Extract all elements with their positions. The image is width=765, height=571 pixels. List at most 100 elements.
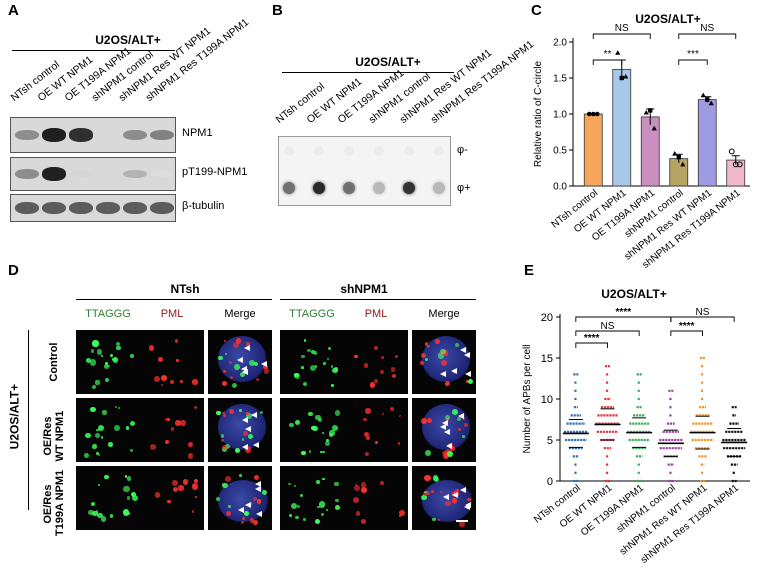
focus [335,498,339,503]
focus [424,474,431,482]
focus [191,510,195,513]
focus [462,435,465,438]
focus [326,439,329,442]
band [150,202,174,214]
focus [440,490,443,494]
focus [323,450,326,453]
focus [167,499,171,504]
dot-minus [374,146,384,156]
data-point [615,50,621,55]
focus [319,501,326,508]
focus [424,450,431,457]
focus [329,430,335,436]
arrowhead-icon [441,419,448,426]
focus [129,353,134,358]
band [123,169,147,179]
focus [98,424,105,431]
focus [365,408,371,414]
focus [233,341,240,348]
arrowhead-icon [440,423,447,430]
focus [223,370,227,374]
arrowhead-icon [242,369,249,376]
focus [97,512,103,519]
focus [297,505,301,509]
focus [225,443,231,449]
focus [452,408,459,415]
micrograph [208,330,272,394]
y-tick-label: 1.0 [553,110,567,121]
arrowhead-icon [464,351,471,358]
focus [391,367,396,372]
dot-minus [344,146,354,156]
focus [299,494,304,498]
focus [294,372,299,378]
arrowhead-icon [236,357,243,364]
focus [108,442,113,447]
focus [222,445,228,451]
panel-label-d: D [8,262,19,279]
arrowhead-icon [256,511,263,518]
focus [303,517,307,521]
dot-plus [313,182,325,194]
arrowhead-icon [245,501,252,508]
data-point [732,161,739,168]
focus [426,418,432,424]
panel-label-a: A [8,2,19,19]
focus [380,369,385,374]
significance-label: NS [696,307,710,318]
focus [426,345,431,349]
significance-bracket [575,330,640,336]
significance-bracket [575,342,608,348]
focus [104,364,110,370]
data-point [619,75,624,81]
focus [397,442,400,445]
focus [229,361,232,364]
focus [114,425,121,431]
data-point [590,111,596,117]
focus [90,406,96,412]
focus [466,379,469,383]
panel-label-e: E [524,262,535,279]
focus [91,502,94,506]
dot-blot-membrane [278,136,451,206]
focus [131,494,138,501]
focus [330,383,335,388]
focus [227,505,231,509]
focus [246,413,253,420]
focus [123,485,130,492]
focus [430,489,434,493]
focus [232,382,238,388]
focus [379,481,385,486]
focus [183,479,189,485]
data-point [651,125,657,131]
focus [294,420,300,426]
focus [176,359,179,362]
bar-oe-wt-npm1 [612,68,632,187]
focus [451,498,457,503]
focus [96,349,102,355]
dot-plus [433,182,445,194]
focus [115,341,120,346]
significance-bracket [678,33,737,39]
focus [195,496,198,499]
focus [370,382,376,388]
focus [455,488,459,493]
focus [95,380,100,385]
focus [421,494,427,501]
focus [314,518,320,525]
focus [105,362,108,365]
arrowhead-icon [452,492,459,499]
c-circle-bar-chart: 0.0 0.5 1.0 1.5 2.0 Relative ratio of C-circl… [533,23,750,270]
focus [394,354,398,358]
bar-shnpm1-res-wt-npm1 [697,99,717,187]
significance-label: **** [616,307,632,318]
data-point [728,148,735,155]
focus [439,351,442,354]
focus [180,420,186,426]
band [123,202,147,214]
focus [98,483,101,486]
band [69,170,93,178]
focus [127,512,130,515]
data-point [700,92,706,98]
focus [335,505,340,510]
